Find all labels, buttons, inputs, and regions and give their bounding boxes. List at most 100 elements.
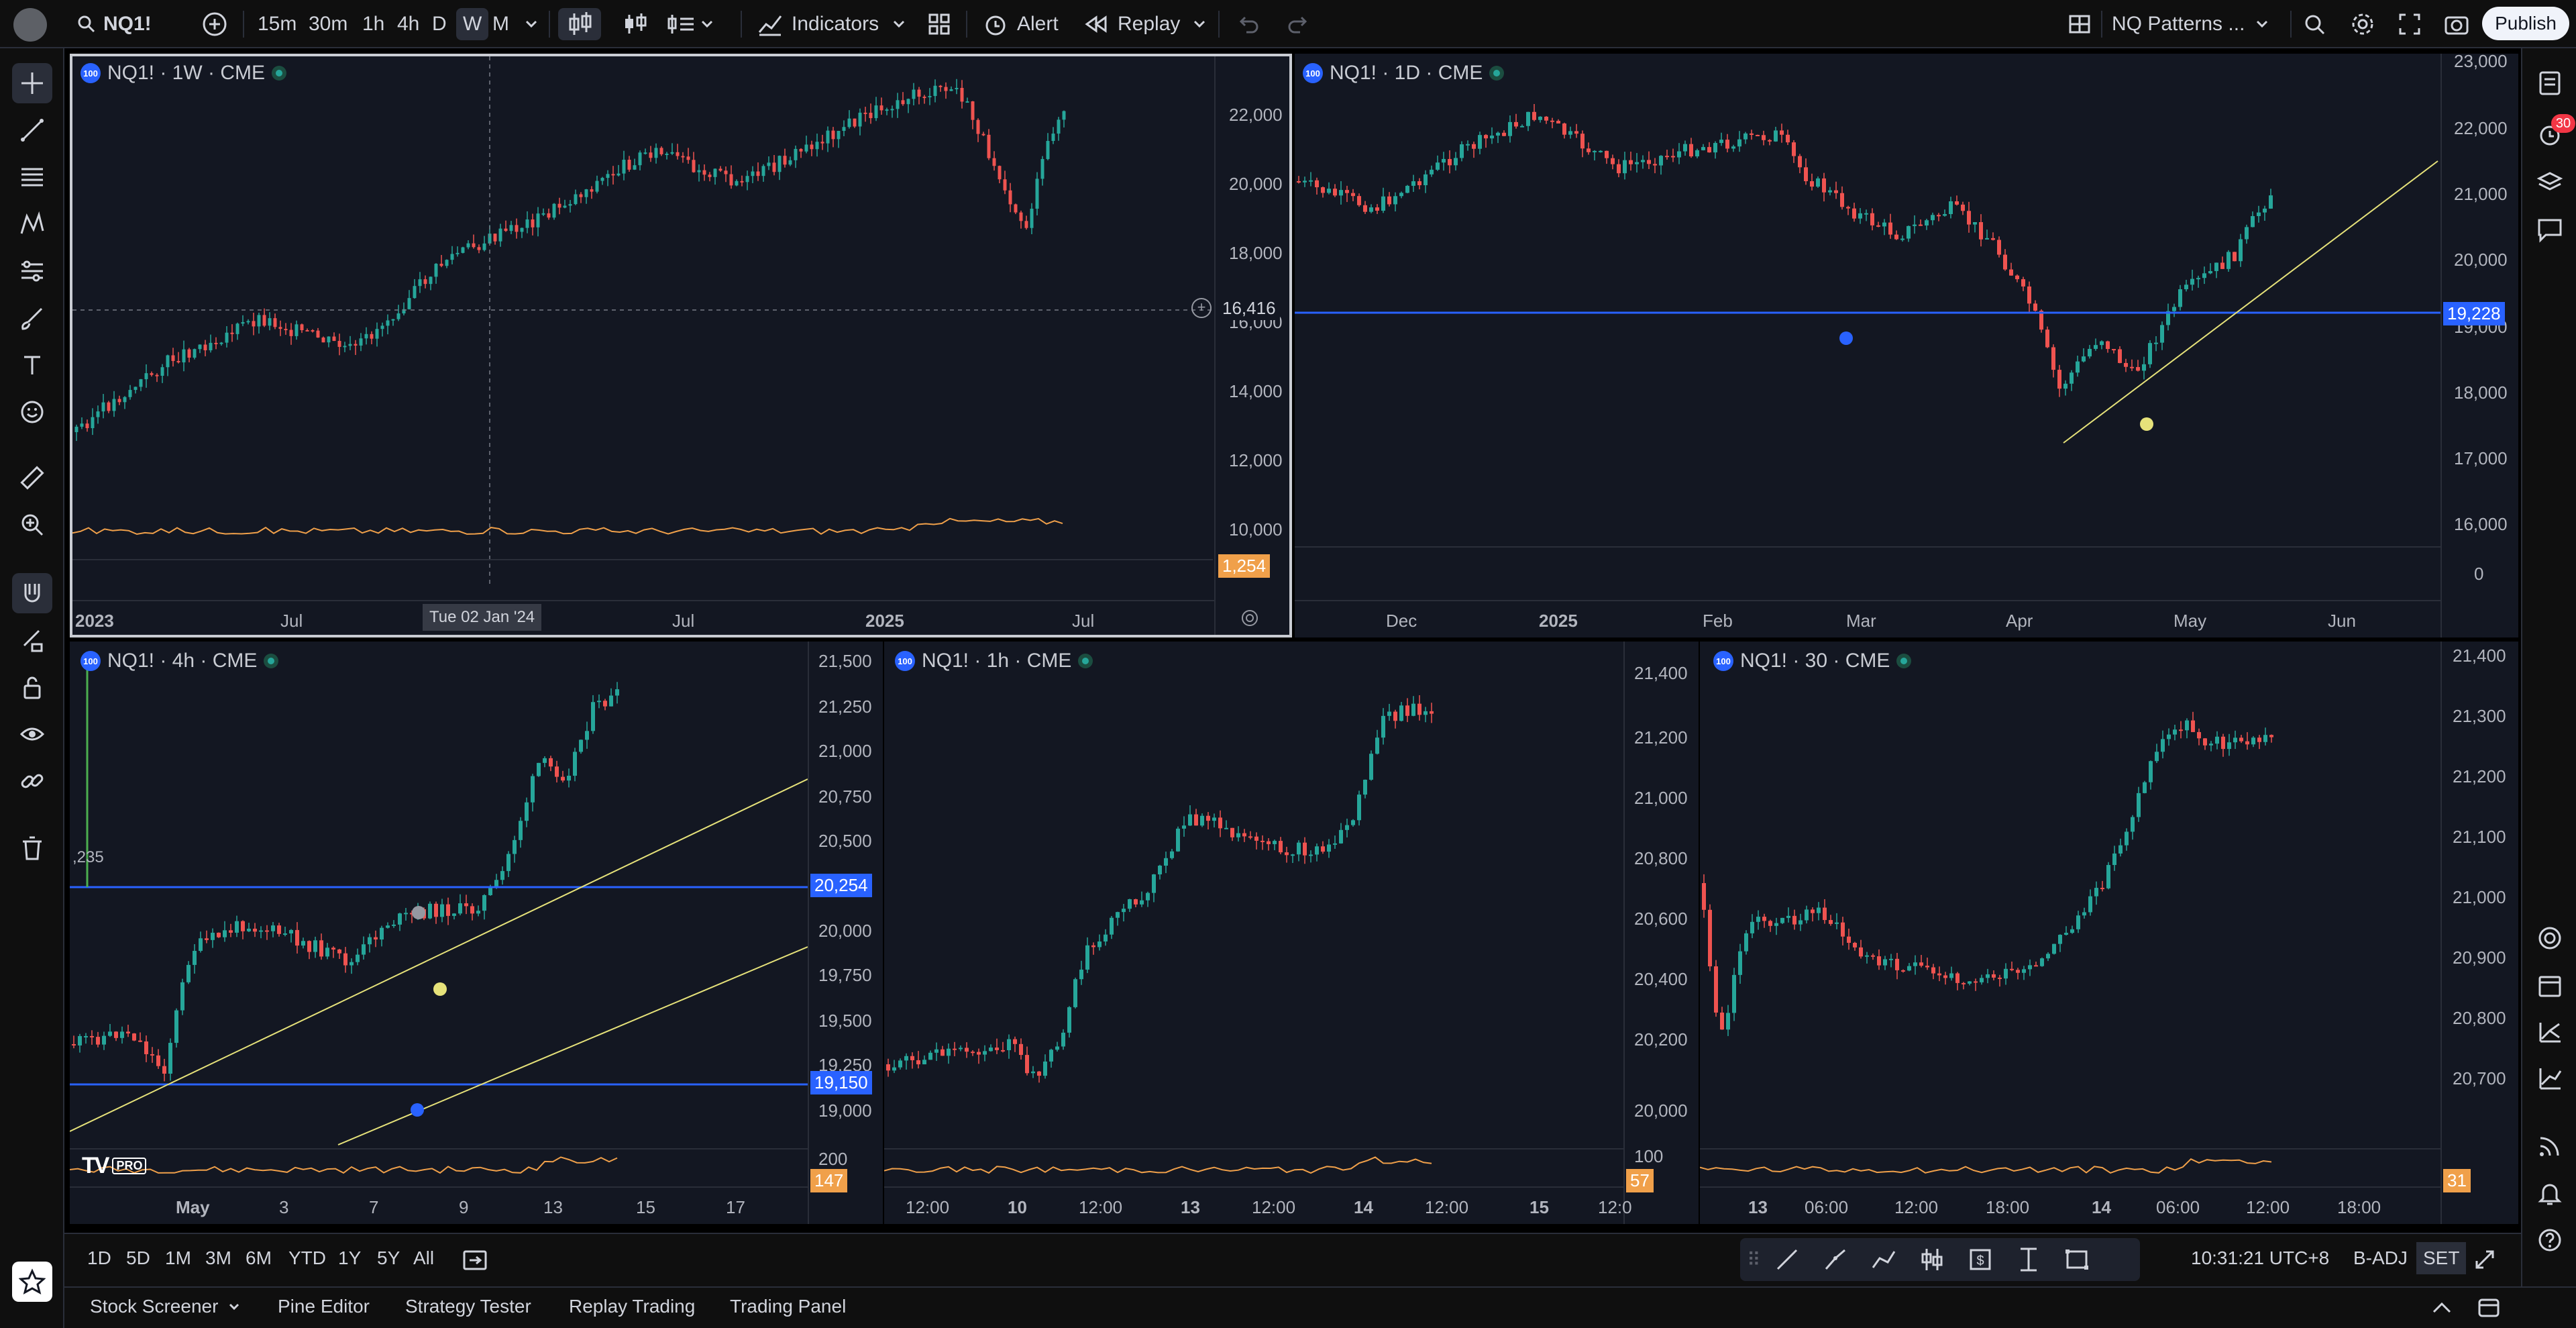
range-3m[interactable]: 3M (205, 1247, 231, 1268)
chart-pane-4h[interactable]: 100 NQ1! · 4h · CME ,235 21,500 21,250 2… (70, 642, 883, 1224)
crosshair-tool[interactable] (12, 63, 52, 103)
tab-strategy-tester[interactable]: Strategy Tester (405, 1296, 531, 1317)
range-ytd[interactable]: YTD (288, 1247, 326, 1268)
fib-tool[interactable] (12, 157, 52, 197)
emoji-tool[interactable] (12, 392, 52, 432)
alert-button[interactable]: Alert (975, 8, 1065, 40)
chart-pane-weekly[interactable]: 100 NQ1! · 1W · CME 22,000 20,000 18,000… (70, 54, 1292, 637)
range-5d[interactable]: 5D (126, 1247, 150, 1268)
remove-drawings-tool[interactable] (12, 828, 52, 868)
range-1m[interactable]: 1M (165, 1247, 191, 1268)
range-5y[interactable]: 5Y (377, 1247, 400, 1268)
alert-marker-icon[interactable] (412, 906, 425, 919)
long-position-icon[interactable] (1919, 1246, 1945, 1273)
tab-pine-editor[interactable]: Pine Editor (278, 1296, 370, 1317)
chart-pane-30m[interactable]: 100 NQ1! · 30 · CME 21,400 21,300 21,200… (1700, 642, 2518, 1224)
trend-line-tool[interactable] (12, 110, 52, 150)
interval-30m[interactable]: 30m (309, 13, 348, 35)
collapse-panel-button[interactable] (2428, 1294, 2455, 1321)
undo-button[interactable] (1228, 8, 1268, 40)
templates-button[interactable] (919, 8, 959, 40)
redo-button[interactable] (1279, 8, 1319, 40)
keep-drawing-tool[interactable] (12, 620, 52, 660)
range-1y[interactable]: 1Y (338, 1247, 362, 1268)
session-toggle[interactable]: SET (2416, 1242, 2467, 1274)
path-draw-icon[interactable] (1870, 1246, 1897, 1273)
chart-style-dropdown[interactable] (660, 8, 722, 40)
alert-marker-icon[interactable] (2140, 417, 2153, 431)
symbol-search-button[interactable]: NQ1! (70, 8, 158, 40)
chart-pane-daily[interactable]: 100 NQ1! · 1D · CME 23,000 22,000 21,000… (1295, 54, 2518, 637)
channel-line-lower[interactable] (337, 946, 808, 1145)
clock-display[interactable]: 10:31:21 UTC+8 (2191, 1247, 2330, 1268)
pattern-scanner-button[interactable] (2530, 1012, 2570, 1052)
user-avatar[interactable] (13, 8, 47, 42)
interval-dropdown[interactable] (517, 8, 546, 40)
replay-dropdown[interactable] (1185, 8, 1214, 40)
date-range-icon[interactable] (2015, 1246, 2042, 1273)
b-adj-toggle[interactable]: B-ADJ (2353, 1247, 2408, 1268)
interval-d[interactable]: D (432, 13, 447, 35)
chart-type-candles-button[interactable] (558, 8, 601, 40)
goto-date-button[interactable] (462, 1246, 488, 1273)
interval-m[interactable]: M (492, 13, 509, 35)
price-range-icon[interactable]: $ (1967, 1246, 1994, 1273)
drag-handle-icon[interactable]: ⠿ (1747, 1249, 1761, 1270)
line-draw-icon[interactable] (1774, 1246, 1801, 1273)
indicators-dropdown[interactable] (884, 8, 914, 40)
notifications-button[interactable] (2530, 1173, 2570, 1213)
replay-button[interactable]: Replay (1076, 8, 1187, 40)
chart-pane-1h[interactable]: 100 NQ1! · 1h · CME 21,400 21,200 21,000… (884, 642, 1699, 1224)
alerts-panel-button[interactable]: 30 (2530, 114, 2575, 154)
ideas-button[interactable] (2530, 918, 2570, 958)
range-all[interactable]: All (413, 1247, 435, 1268)
sync-drawings-tool[interactable] (12, 761, 52, 801)
publish-button[interactable]: Publish (2482, 7, 2569, 40)
tab-replay-trading[interactable]: Replay Trading (569, 1296, 696, 1317)
add-alert-icon[interactable]: + (1191, 298, 1212, 318)
forecast-tool[interactable] (12, 251, 52, 291)
magnet-tool[interactable] (12, 573, 52, 613)
streams-button[interactable] (2530, 1126, 2570, 1166)
help-button[interactable] (2530, 1220, 2570, 1260)
favorites-tool[interactable] (12, 1262, 52, 1302)
ray-draw-icon[interactable] (1822, 1246, 1849, 1273)
alert-marker-icon[interactable] (433, 982, 447, 996)
text-tool[interactable] (12, 345, 52, 385)
rectangle-icon[interactable] (2063, 1246, 2090, 1273)
indicators-button[interactable]: Indicators (750, 8, 885, 40)
maximize-button[interactable] (2473, 1247, 2497, 1272)
alert-marker-icon[interactable] (1839, 331, 1853, 345)
measure-tool[interactable] (12, 458, 52, 498)
tab-trading-panel[interactable]: Trading Panel (730, 1296, 847, 1317)
chats-button[interactable] (2530, 209, 2570, 250)
tab-stock-screener[interactable]: Stock Screener (90, 1296, 241, 1317)
range-6m[interactable]: 6M (246, 1247, 272, 1268)
calendar-button[interactable] (2530, 965, 2570, 1005)
watchlist-button[interactable] (2530, 63, 2570, 103)
interval-1h[interactable]: 1h (362, 13, 385, 35)
strategy-chart-button[interactable] (2530, 1059, 2570, 1099)
brush-tool[interactable] (12, 298, 52, 338)
snapshot-button[interactable] (2436, 8, 2477, 40)
range-1d[interactable]: 1D (87, 1247, 111, 1268)
alert-marker-icon[interactable] (411, 1103, 424, 1117)
layout-name-button[interactable]: NQ Patterns ... (2105, 8, 2277, 40)
compare-symbol-button[interactable] (195, 8, 235, 40)
maximize-panel-button[interactable] (2475, 1294, 2502, 1321)
object-tree-button[interactable] (2530, 162, 2570, 203)
interval-w[interactable]: W (456, 8, 489, 40)
quick-search-button[interactable] (2294, 8, 2334, 40)
trend-line[interactable] (2063, 160, 2438, 444)
fullscreen-button[interactable] (2390, 8, 2430, 40)
zoom-tool[interactable] (12, 505, 52, 545)
hide-drawings-tool[interactable] (12, 714, 52, 754)
pattern-tool[interactable] (12, 204, 52, 244)
interval-4h[interactable]: 4h (397, 13, 420, 35)
channel-line-upper[interactable] (70, 778, 808, 1132)
settings-button[interactable] (2343, 8, 2383, 40)
layout-select-button[interactable] (2059, 8, 2100, 40)
axis-settings-button[interactable] (1240, 608, 1260, 628)
bars-style-button[interactable] (614, 8, 657, 40)
interval-15m[interactable]: 15m (258, 13, 297, 35)
